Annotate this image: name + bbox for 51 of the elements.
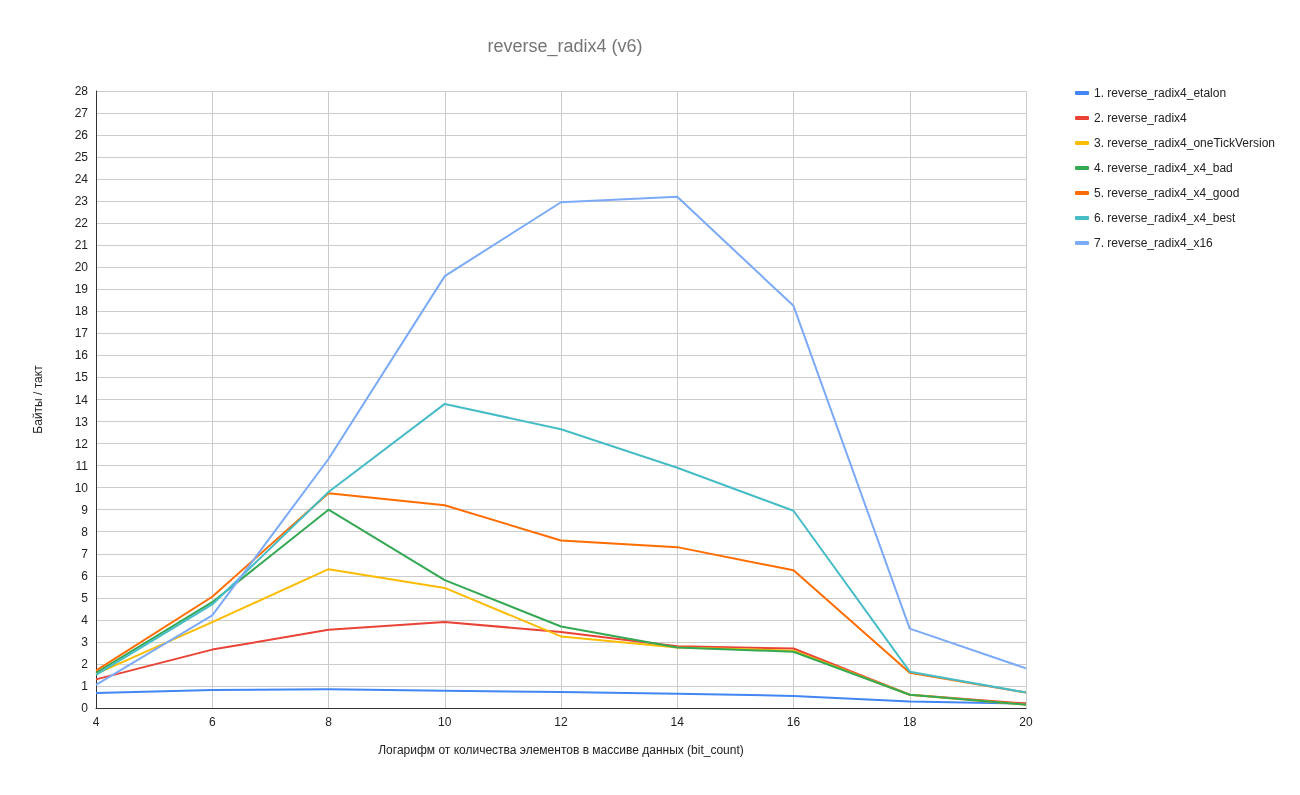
y-tick-label: 19 bbox=[74, 282, 89, 297]
x-tick-label: 4 bbox=[92, 715, 100, 729]
y-tick-label: 13 bbox=[74, 414, 89, 429]
x-tick-label: 16 bbox=[786, 715, 801, 729]
x-tick-label: 14 bbox=[670, 715, 685, 729]
y-tick-label: 0 bbox=[81, 701, 89, 715]
y-tick-label: 17 bbox=[74, 326, 89, 341]
y-tick-label: 15 bbox=[74, 370, 89, 385]
x-tick-label: 12 bbox=[554, 715, 568, 729]
y-tick-label: 25 bbox=[74, 150, 89, 165]
x-tick-label: 10 bbox=[438, 715, 452, 729]
y-tick-label: 28 bbox=[74, 84, 89, 98]
y-tick-label: 16 bbox=[74, 348, 89, 363]
y-tick-label: 9 bbox=[81, 502, 89, 517]
y-tick-label: 12 bbox=[74, 436, 89, 451]
line-series bbox=[95, 621, 1027, 705]
y-tick-label: 5 bbox=[81, 590, 89, 605]
y-tick-label: 6 bbox=[81, 568, 89, 583]
y-tick-label: 27 bbox=[74, 106, 89, 121]
x-tick-label: 20 bbox=[1019, 715, 1033, 729]
y-tick-label: 11 bbox=[75, 458, 89, 473]
legend-label: 1. reverse_radix4_etalon bbox=[1094, 86, 1227, 100]
x-tick-label: 8 bbox=[325, 715, 333, 729]
chart-title: reverse_radix4 (v6) bbox=[487, 36, 643, 57]
y-tick-label: 24 bbox=[74, 172, 89, 187]
y-tick-label: 10 bbox=[74, 480, 89, 495]
line-series bbox=[95, 402, 1027, 694]
legend-label: 3. reverse_radix4_oneTickVersion bbox=[1094, 136, 1275, 150]
y-tick-label: 20 bbox=[74, 260, 89, 275]
y-tick-label: 3 bbox=[81, 634, 89, 649]
legend-label: 7. reverse_radix4_x16 bbox=[1094, 236, 1214, 250]
y-tick-label: 7 bbox=[81, 546, 89, 561]
legend-label: 6. reverse_radix4_x4_best bbox=[1094, 211, 1237, 225]
y-tick-label: 18 bbox=[74, 304, 89, 319]
y-tick-label: 1 bbox=[81, 678, 89, 693]
y-tick-label: 21 bbox=[74, 238, 89, 253]
legend-label: 5. reverse_radix4_x4_good bbox=[1094, 186, 1240, 200]
y-tick-label: 26 bbox=[74, 128, 89, 143]
y-tick-label: 14 bbox=[74, 392, 89, 407]
legend-label: 2. reverse_radix4 bbox=[1094, 111, 1188, 125]
y-tick-label: 23 bbox=[74, 194, 89, 209]
line-series bbox=[95, 195, 1027, 686]
y-tick-label: 4 bbox=[81, 612, 89, 627]
y-tick-label: 8 bbox=[81, 524, 89, 539]
x-tick-label: 18 bbox=[903, 715, 917, 729]
x-tick-label: 6 bbox=[208, 715, 216, 729]
y-axis-title: Байты / такт bbox=[31, 364, 45, 434]
y-tick-label: 22 bbox=[74, 216, 89, 231]
legend-label: 4. reverse_radix4_x4_bad bbox=[1094, 161, 1233, 175]
x-axis-title: Логарифм от количества элементов в массиве данных (bit_count) bbox=[378, 743, 744, 757]
y-tick-label: 2 bbox=[81, 656, 89, 671]
